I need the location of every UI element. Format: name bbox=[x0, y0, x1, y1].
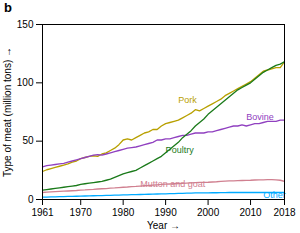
svg-text:2010: 2010 bbox=[239, 207, 262, 218]
svg-text:Type of meat (million tons) →: Type of meat (million tons) → bbox=[2, 47, 13, 177]
svg-text:Bovine: Bovine bbox=[246, 112, 274, 122]
svg-text:50: 50 bbox=[22, 135, 34, 146]
svg-text:2018: 2018 bbox=[273, 207, 296, 218]
svg-text:Mutton and goat: Mutton and goat bbox=[140, 179, 206, 189]
svg-text:1980: 1980 bbox=[112, 207, 135, 218]
svg-text:Pork: Pork bbox=[178, 95, 197, 105]
svg-text:1961: 1961 bbox=[31, 207, 54, 218]
svg-text:150: 150 bbox=[17, 19, 34, 30]
svg-text:0: 0 bbox=[28, 194, 34, 205]
svg-text:Poultry: Poultry bbox=[166, 145, 195, 155]
svg-text:Other: Other bbox=[263, 190, 286, 200]
svg-text:1970: 1970 bbox=[70, 207, 93, 218]
svg-text:Year →: Year → bbox=[147, 220, 180, 231]
html-text:b: b bbox=[4, 0, 12, 15]
svg-text:100: 100 bbox=[17, 77, 34, 88]
svg-text:2000: 2000 bbox=[197, 207, 220, 218]
svg-text:1990: 1990 bbox=[154, 207, 177, 218]
